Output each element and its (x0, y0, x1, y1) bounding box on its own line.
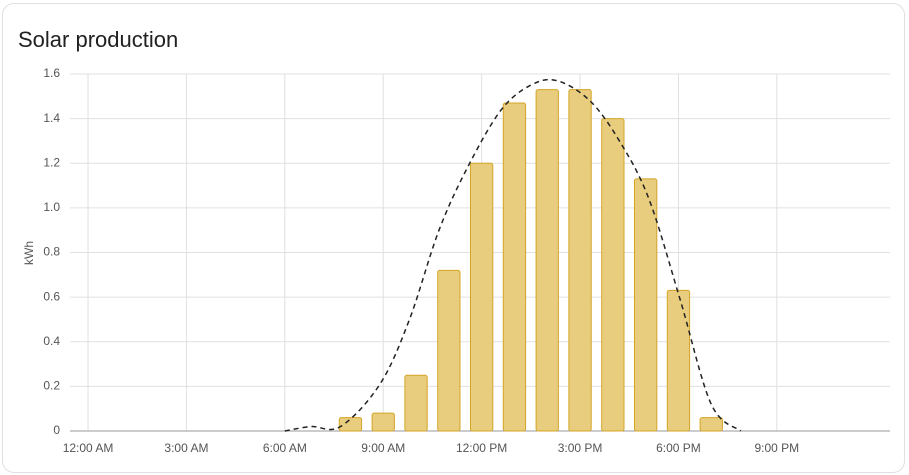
y-tick-label: 0.6 (43, 289, 60, 303)
y-tick-label: 1.4 (43, 111, 60, 125)
bar (338, 417, 363, 432)
bar (437, 269, 461, 432)
y-tick-label: 0.4 (43, 334, 60, 348)
bar (371, 412, 395, 432)
forecast-line (284, 78, 742, 432)
bar (666, 289, 691, 432)
x-tick-label: 12:00 AM (63, 441, 114, 455)
bar (699, 417, 723, 432)
y-tick-label: 1.2 (43, 155, 60, 169)
x-tick-label: 6:00 PM (656, 441, 701, 455)
bar (469, 162, 494, 432)
y-tick-label: 0.8 (43, 245, 60, 259)
x-tick-label: 9:00 PM (754, 441, 799, 455)
y-tick-label: 0 (53, 423, 60, 437)
chart-title: Solar production (18, 27, 178, 52)
bar (404, 374, 428, 432)
y-tick-label: 1.0 (43, 200, 60, 214)
x-tick-label: 12:00 PM (456, 441, 507, 455)
bar (568, 89, 592, 432)
y-tick-label: 1.6 (43, 66, 60, 80)
y-tick-label: 0.2 (43, 379, 60, 393)
x-tick-label: 3:00 AM (164, 441, 208, 455)
bar (601, 118, 625, 432)
bar (535, 89, 559, 432)
x-tick-label: 9:00 AM (361, 441, 405, 455)
y-axis-label: kWh (22, 241, 36, 265)
bar (633, 178, 658, 432)
x-tick-label: 6:00 AM (263, 441, 307, 455)
bar (502, 102, 527, 432)
x-tick-label: 3:00 PM (558, 441, 603, 455)
